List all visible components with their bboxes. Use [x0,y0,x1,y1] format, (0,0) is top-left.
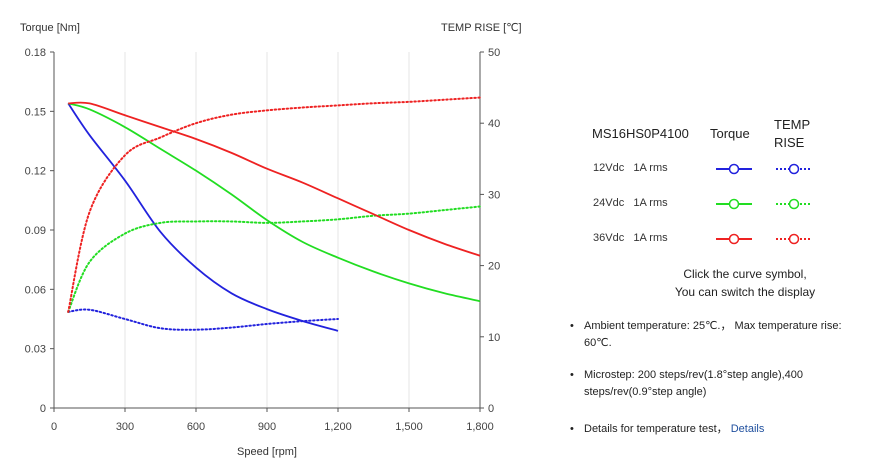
x-tick-label: 1,800 [466,421,494,433]
legend-circle-marker [788,233,800,245]
legend-torque-header: Torque [710,126,750,141]
chart-legend: MS16HS0P4100 Torque TEMP RISE 12Vdc 1A r… [580,112,870,259]
series-line-12vdc-temp-rise [67,308,339,331]
temp-curve-toggle-36v[interactable] [774,229,814,249]
legend-voltage-label: 24Vdc 1A rms [593,197,668,209]
torque-curve-toggle-24v[interactable] [714,194,754,214]
legend-header: MS16HS0P4100 Torque TEMP RISE [580,112,870,154]
chart-grid [124,52,481,408]
legend-row-12v: 12Vdc 1A rms [580,154,870,189]
y-left-tick-label: 0.03 [25,344,46,356]
series-line-12vdc-torque [67,102,339,332]
x-tick-label: 1,500 [395,421,423,433]
legend-voltage-label: 12Vdc 1A rms [593,162,668,174]
legend-voltage-label: 36Vdc 1A rms [593,232,668,244]
chart-series [67,96,481,332]
legend-temp-header: TEMP RISE [774,117,810,150]
speed-torque-chart: 0 300 600 900 1,200 1,500 1,80000.030.060.090.… [20,22,522,458]
chart-ticks: 0 300 600 900 1,200 1,500 1,80000.030.060.090.… [25,47,501,433]
y-left-axis-label: Torque [Nm] [20,22,80,34]
x-tick-label: 0 [51,421,57,433]
series-line-36vdc-torque [68,101,481,257]
legend-circle-marker [728,233,740,245]
note-temperature-test: Details for temperature test， Details [570,421,870,438]
torque-curve-toggle-12v[interactable] [714,159,754,179]
y-left-tick-label: 0.15 [25,106,46,118]
notes-list: Ambient temperature: 25℃.， Max temperatu… [570,318,870,438]
temp-curve-toggle-24v[interactable] [774,194,814,214]
x-tick-label: 1,200 [324,421,352,433]
legend-circle-marker [788,163,800,175]
temp-curve-toggle-12v[interactable] [774,159,814,179]
y-right-tick-label: 10 [488,332,500,344]
legend-row-24v: 24Vdc 1A rms [580,189,870,224]
y-right-tick-label: 20 [488,261,500,273]
x-tick-label: 300 [116,421,134,433]
legend-circle-marker [788,198,800,210]
legend-hint-line2: You can switch the display [674,285,816,299]
x-tick-label: 900 [258,421,276,433]
y-right-tick-label: 50 [488,47,500,59]
y-left-tick-label: 0.06 [25,284,46,296]
note-ambient: Ambient temperature: 25℃.， Max temperatu… [570,318,870,358]
y-left-tick-label: 0.18 [25,47,46,59]
series-line-24vdc-temp-rise [67,205,481,313]
note-microstep: Microstep: 200 steps/rev(1.8°step angle)… [570,367,870,421]
series-line-24vdc-torque [67,102,481,303]
legend-hint-line1: Click the curve symbol, [683,267,807,281]
series-line-36vdc-temp-rise [67,96,481,313]
y-left-tick-label: 0 [40,403,46,415]
x-tick-label: 600 [187,421,205,433]
x-axis-label: Speed [rpm] [237,446,297,458]
y-left-tick-label: 0.12 [25,166,46,178]
motor-model: MS16HS0P4100 [592,126,689,141]
y-left-tick-label: 0.09 [25,225,46,237]
legend-circle-marker [728,163,740,175]
legend-hint: Click the curve symbol, You can switch t… [660,265,830,301]
legend-row-36v: 36Vdc 1A rms [580,224,870,259]
y-right-tick-label: 0 [488,403,494,415]
y-right-axis-label: TEMP RISE [℃] [441,22,522,34]
torque-curve-toggle-36v[interactable] [714,229,754,249]
legend-circle-marker [728,198,740,210]
note-temperature-test-text: Details for temperature test， [584,423,728,435]
details-link[interactable]: Details [730,423,765,435]
y-right-tick-label: 30 [488,189,500,201]
y-right-tick-label: 40 [488,118,500,130]
